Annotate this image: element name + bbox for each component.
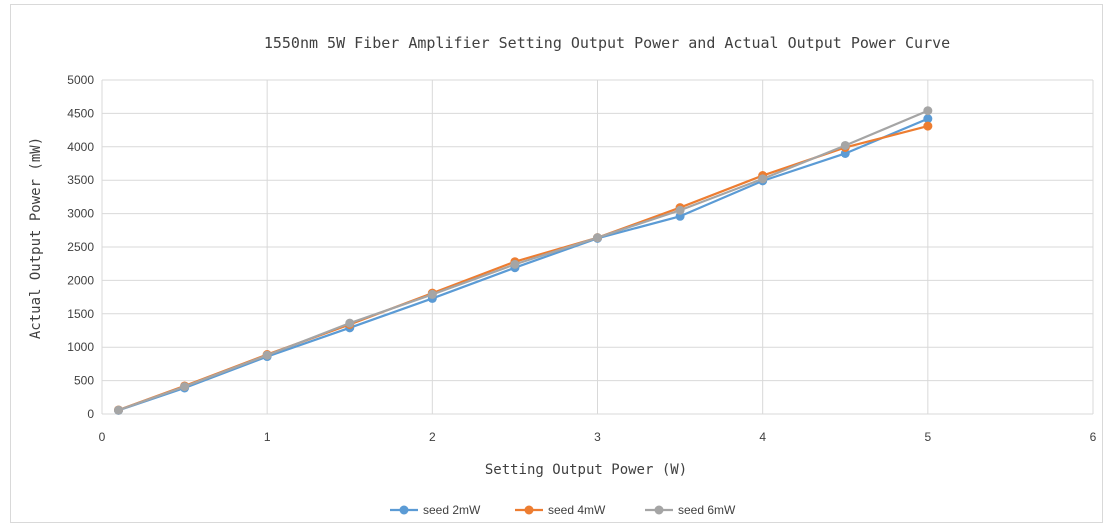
data-point bbox=[262, 350, 272, 360]
series-seed-6mw bbox=[114, 106, 933, 415]
legend-swatch-marker bbox=[399, 505, 409, 515]
data-point bbox=[593, 233, 602, 243]
legend-label: seed 6mW bbox=[678, 503, 736, 517]
y-tick-label: 500 bbox=[74, 374, 94, 388]
y-tick-label: 2500 bbox=[67, 240, 94, 254]
legend-swatch-marker bbox=[524, 505, 534, 515]
y-tick-label: 2000 bbox=[67, 273, 94, 287]
legend: seed 2mW seed 4mW seed 6mW bbox=[390, 503, 736, 517]
gridlines bbox=[101, 79, 1094, 414]
legend-item: seed 6mW bbox=[645, 503, 736, 517]
y-axis-title: Actual Output Power (mW) bbox=[28, 137, 44, 339]
x-axis-title: Setting Output Power (W) bbox=[485, 462, 687, 478]
chart-frame bbox=[10, 4, 1103, 523]
x-tick-label: 3 bbox=[594, 430, 601, 444]
x-tick-label: 6 bbox=[1090, 430, 1097, 444]
y-tick-label: 0 bbox=[87, 407, 94, 421]
data-point bbox=[923, 121, 933, 131]
chart-title: 1550nm 5W Fiber Amplifier Setting Output… bbox=[264, 34, 950, 52]
x-tick-label: 5 bbox=[924, 430, 931, 444]
legend-item: seed 4mW bbox=[515, 503, 606, 517]
data-point bbox=[840, 140, 850, 150]
data-point bbox=[114, 405, 124, 415]
legend-item: seed 2mW bbox=[390, 503, 481, 517]
y-tick-label: 1500 bbox=[67, 307, 94, 321]
legend-label: seed 4mW bbox=[548, 503, 606, 517]
data-point bbox=[427, 289, 437, 299]
x-axis-ticks: 0 1 2 3 4 5 6 bbox=[99, 430, 1097, 444]
legend-label: seed 2mW bbox=[423, 503, 481, 517]
x-tick-label: 4 bbox=[759, 430, 766, 444]
data-point bbox=[758, 174, 768, 184]
x-tick-label: 2 bbox=[429, 430, 436, 444]
data-point bbox=[675, 205, 685, 215]
data-point bbox=[180, 382, 190, 392]
x-tick-label: 0 bbox=[99, 430, 106, 444]
x-tick-label: 1 bbox=[264, 430, 271, 444]
y-axis-ticks: 0 500 1000 1500 2000 2500 3000 3500 4000 4500 5000 bbox=[67, 73, 94, 421]
y-tick-label: 4000 bbox=[67, 140, 94, 154]
y-tick-label: 3000 bbox=[67, 207, 94, 221]
y-tick-label: 5000 bbox=[67, 73, 94, 87]
y-tick-label: 4500 bbox=[67, 106, 94, 120]
data-point bbox=[923, 114, 933, 124]
data-point bbox=[345, 318, 355, 328]
y-tick-label: 1000 bbox=[67, 340, 94, 354]
y-tick-label: 3500 bbox=[67, 173, 94, 187]
data-point bbox=[923, 106, 933, 116]
series-group bbox=[114, 106, 933, 415]
data-point bbox=[510, 259, 520, 269]
legend-swatch-marker bbox=[654, 505, 664, 515]
